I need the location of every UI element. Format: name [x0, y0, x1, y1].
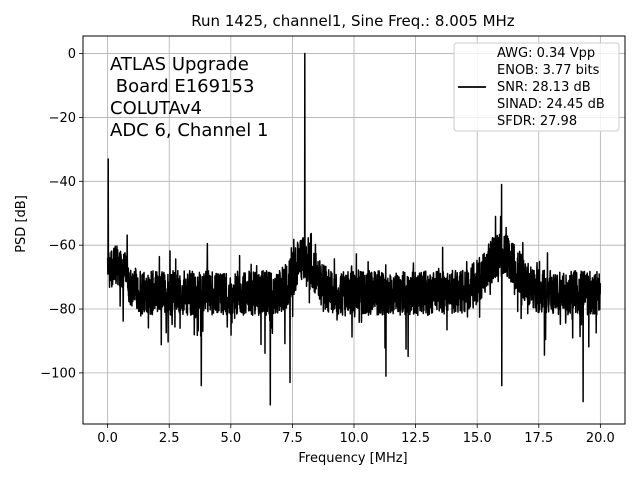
legend-box	[453, 42, 620, 132]
annotation-line-1: ATLAS Upgrade	[110, 54, 249, 75]
x-tick-label: 5.0	[220, 431, 241, 446]
x-axis-label: Frequency [MHz]	[298, 451, 407, 466]
psd-series-line	[106, 52, 602, 406]
x-tick-label: 20.0	[586, 431, 615, 446]
x-tick-label: 12.5	[401, 431, 430, 446]
x-axis-ticks: 0.0 2.5 5.0 7.5 10.0 12.5 15.0 17.5 20.0	[97, 424, 615, 446]
x-tick-label: 15.0	[463, 431, 492, 446]
annotation-line-4: ADC 6, Channel 1	[110, 120, 268, 141]
board-annotation: ATLAS Upgrade Board E169153 COLUTAv4 ADC…	[110, 54, 268, 141]
y-axis-ticks: 0 −20 −40 −60 −80 −100	[40, 47, 83, 381]
legend-awg: AWG: 0.34 Vpp	[497, 46, 595, 61]
y-tick-label: −100	[40, 366, 76, 381]
x-tick-label: 2.5	[159, 431, 180, 446]
y-tick-label: −40	[49, 175, 76, 190]
x-tick-label: 0.0	[97, 431, 118, 446]
legend: AWG: 0.34 Vpp ENOB: 3.77 bits SNR: 28.13…	[453, 42, 620, 132]
annotation-line-2: Board E169153	[110, 76, 254, 97]
y-tick-label: −80	[49, 303, 76, 318]
y-tick-label: −20	[49, 111, 76, 126]
legend-sfdr: SFDR: 27.98	[497, 114, 577, 129]
legend-enob: ENOB: 3.77 bits	[497, 63, 600, 78]
chart-title: Run 1425, channel1, Sine Freq.: 8.005 MH…	[191, 12, 515, 30]
x-tick-label: 7.5	[282, 431, 303, 446]
y-axis-label: PSD [dB]	[14, 195, 29, 253]
series-layer	[106, 52, 602, 406]
x-tick-label: 17.5	[524, 431, 553, 446]
legend-snr: SNR: 28.13 dB	[497, 80, 591, 95]
annotation-line-3: COLUTAv4	[110, 98, 202, 119]
y-tick-label: 0	[68, 47, 76, 62]
y-tick-label: −60	[49, 239, 76, 254]
x-tick-label: 10.0	[340, 431, 369, 446]
legend-sinad: SINAD: 24.45 dB	[497, 97, 605, 112]
